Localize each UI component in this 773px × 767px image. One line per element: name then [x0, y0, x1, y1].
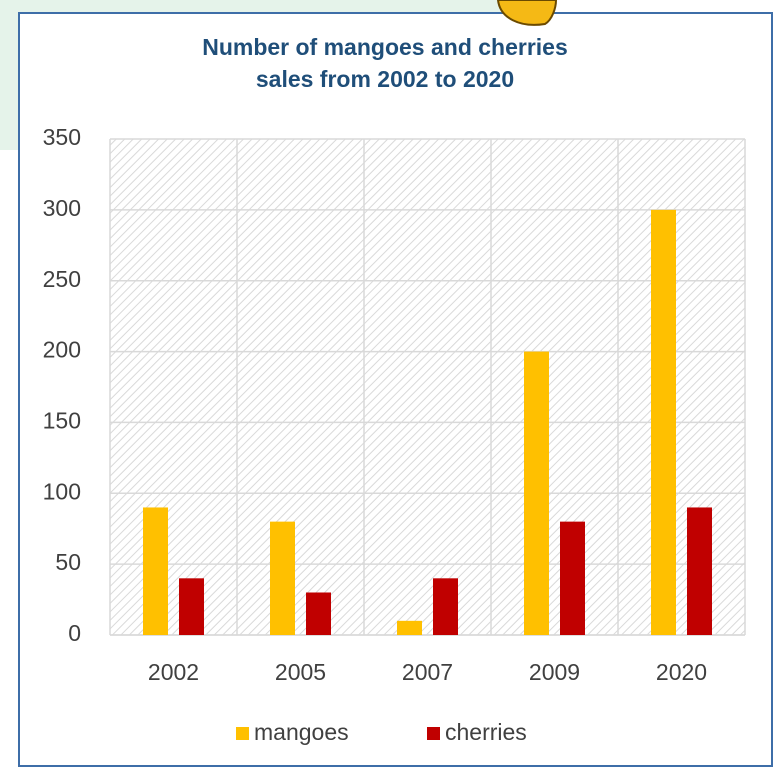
bar — [397, 620, 422, 635]
y-tick-label: 250 — [43, 266, 81, 292]
legend-label: mangoes — [254, 719, 349, 745]
x-tick-label: 2020 — [656, 659, 707, 685]
legend-swatch — [427, 727, 440, 740]
y-tick-label: 150 — [43, 408, 81, 434]
bar — [687, 507, 712, 635]
bar — [433, 578, 458, 635]
y-tick-label: 350 — [43, 124, 81, 150]
bar — [560, 521, 585, 635]
plot-area — [110, 139, 745, 635]
y-tick-label: 100 — [43, 478, 81, 504]
bar — [524, 351, 549, 635]
bar — [306, 592, 331, 635]
legend-swatch — [236, 727, 249, 740]
x-tick-label: 2009 — [529, 659, 580, 685]
bar — [270, 521, 295, 635]
x-tick-label: 2007 — [402, 659, 453, 685]
mango-icon — [496, 0, 558, 26]
bar — [179, 578, 204, 635]
y-tick-label: 0 — [68, 620, 81, 646]
bar — [651, 209, 676, 635]
chart-title: Number of mangoes and cherries — [202, 34, 568, 60]
x-tick-label: 2005 — [275, 659, 326, 685]
bar — [143, 507, 168, 635]
y-tick-label: 200 — [43, 337, 81, 363]
y-tick-label: 300 — [43, 195, 81, 221]
y-tick-label: 50 — [55, 549, 81, 575]
x-tick-label: 2002 — [148, 659, 199, 685]
legend-label: cherries — [445, 719, 527, 745]
chart-title: sales from 2002 to 2020 — [256, 66, 514, 92]
